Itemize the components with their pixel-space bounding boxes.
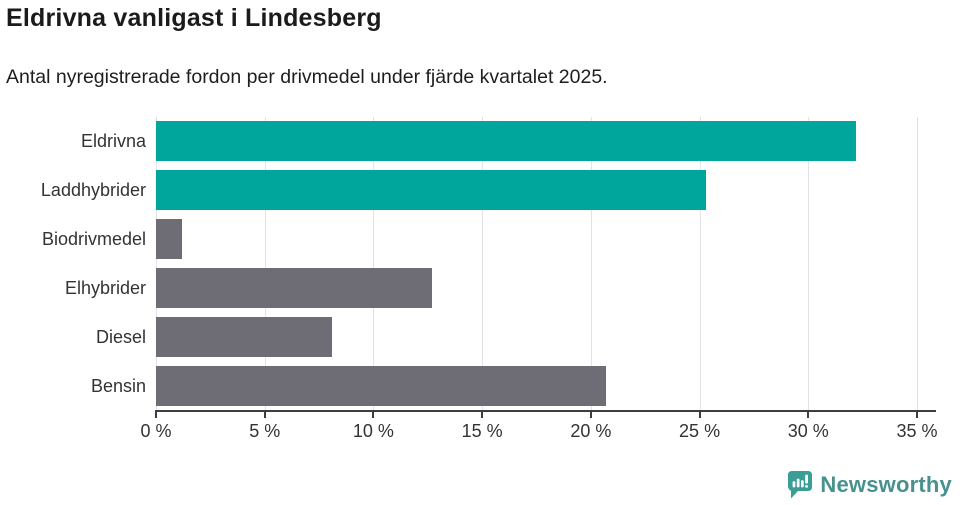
gridline [156,117,157,410]
category-label: Diesel [95,326,146,347]
bar-diesel [156,316,333,357]
x-axis-tick-mark [263,412,266,418]
category-label: Eldrivna [80,131,146,152]
x-axis-tick-label: 30 % [787,421,829,441]
x-axis-tick-mark [698,412,701,418]
chart-subtitle: Antal nyregistrerade fordon per drivmede… [6,66,608,88]
gridline [590,117,592,410]
category-label: Biodrivmedel [41,229,146,250]
x-axis-tick-label: 10 % [352,421,394,441]
bar-biodrivmedel [156,219,183,260]
bar-eldrivna [156,121,857,162]
x-axis-tick-mark [589,412,592,418]
x-axis-tick-mark [372,412,375,418]
x-axis-tick-label: 0 % [140,421,172,441]
category-label: Elhybrider [64,277,146,298]
bar-bensin [156,365,607,406]
gridline [808,117,810,410]
x-axis-tick-mark [807,412,810,418]
bar-elhybrider [156,267,433,308]
bar-laddhybrider [156,170,707,211]
x-axis-tick-mark [155,412,157,418]
x-axis-tick-label: 15 % [461,421,503,441]
gridline [482,117,484,410]
gridline [699,117,701,410]
x-axis-tick-label: 5 % [249,421,281,441]
brand-name: Newsworthy [820,472,952,497]
x-axis-tick-mark [481,412,484,418]
chart-title: Eldrivna vanligast i Lindesberg [6,4,382,32]
gridline [264,117,266,410]
x-axis-tick-label: 35 % [896,421,938,441]
gridline [917,117,918,410]
gridline [373,117,375,410]
x-axis-tick-label: 20 % [570,421,612,441]
x-axis-line [155,410,936,412]
x-axis-tick-mark [916,412,918,418]
category-label: Laddhybrider [40,180,146,201]
category-label: Bensin [90,375,146,396]
newsworthy-logo-icon [788,471,813,499]
brand-footer: Newsworthy [787,470,952,500]
x-axis-tick-label: 25 % [679,421,721,441]
